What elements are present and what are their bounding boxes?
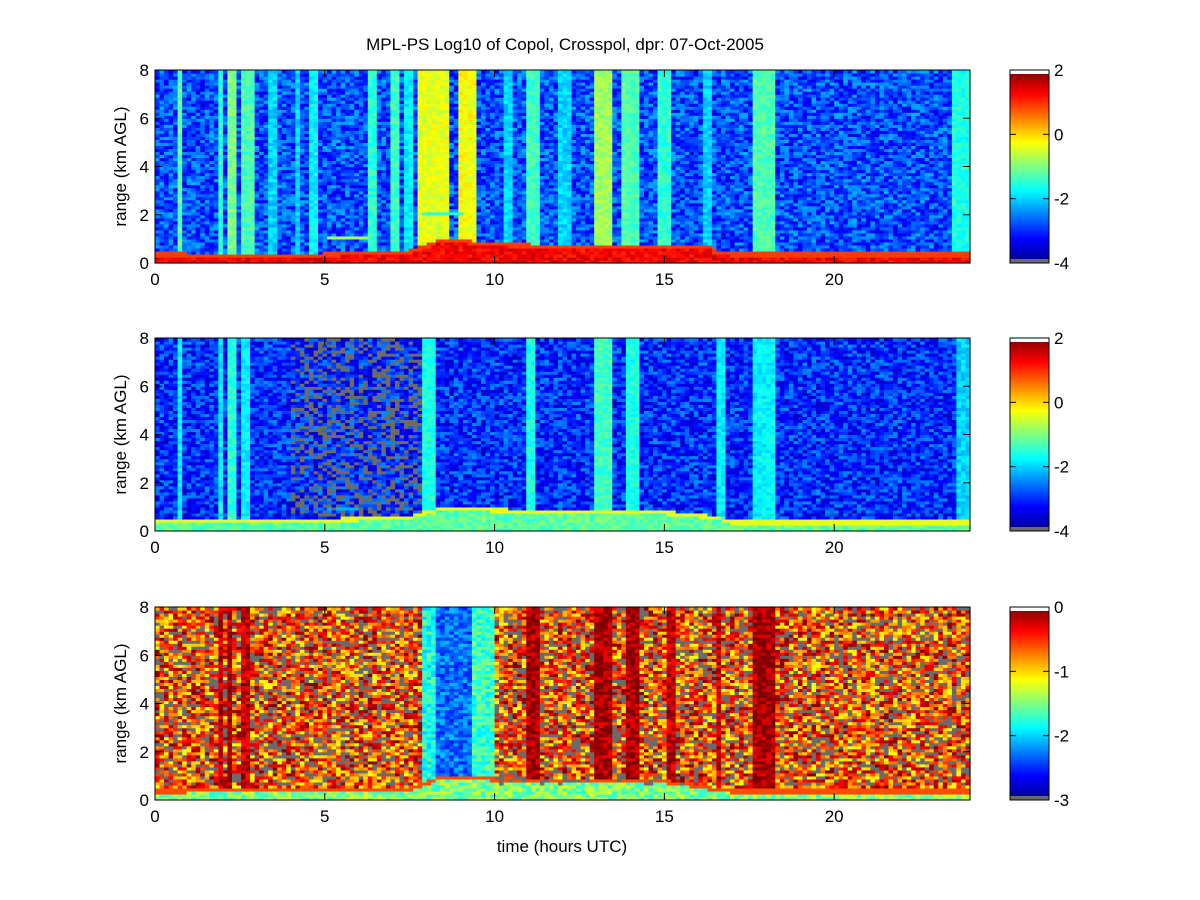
heatmap-cell (218, 70, 223, 74)
heatmap-cell (160, 70, 165, 74)
heatmap-cell (196, 70, 201, 74)
heatmap-cell (345, 70, 350, 74)
figure-title: MPL-PS Log10 of Copol, Crosspol, dpr: 07… (366, 35, 764, 54)
heatmap-cell (368, 70, 373, 74)
heatmap-cell (178, 70, 183, 74)
heatmap-cell (286, 70, 291, 74)
heatmap-cell (241, 70, 246, 74)
copol-heatmap (155, 70, 971, 264)
heatmap-cell (350, 70, 355, 74)
heatmap-cell (327, 70, 332, 74)
heatmap-cell (255, 70, 260, 74)
heatmap-cell (277, 70, 282, 74)
heatmap-cell (223, 70, 228, 74)
heatmap-cell (363, 70, 368, 74)
heatmap-cell (295, 70, 300, 74)
heatmap-cell (191, 70, 196, 74)
heatmap-cell (336, 70, 341, 74)
heatmap-cell (200, 70, 205, 74)
heatmap-cell (209, 70, 214, 74)
heatmap-cell (341, 70, 346, 74)
heatmap-cell (164, 70, 169, 74)
heatmap-cell (227, 70, 232, 74)
heatmap-cell (313, 70, 318, 74)
heatmap-cell (246, 70, 251, 74)
heatmap-cell (214, 70, 219, 74)
heatmap-cell (282, 70, 287, 74)
heatmap-cell (250, 70, 255, 74)
heatmap-cell (173, 70, 178, 74)
heatmap-cell (300, 70, 305, 74)
heatmap-cell (182, 70, 187, 74)
heatmap-cell (155, 70, 160, 74)
heatmap-cell (304, 70, 309, 74)
heatmap-cell (187, 70, 192, 74)
heatmap-cell (259, 70, 264, 74)
heatmap-cell (354, 70, 359, 74)
heatmap-cell (332, 70, 337, 74)
heatmap-cell (318, 70, 323, 74)
heatmap-cell (291, 70, 296, 74)
heatmap-cell (309, 70, 314, 74)
heatmap-cell (205, 70, 210, 74)
heatmap-cell (232, 70, 237, 74)
heatmap-cell (268, 70, 273, 74)
heatmap-cell (264, 70, 269, 74)
heatmap-cell (169, 70, 174, 74)
heatmap-cell (273, 70, 278, 74)
heatmap-cell (359, 70, 364, 74)
heatmap-cell (237, 70, 242, 74)
